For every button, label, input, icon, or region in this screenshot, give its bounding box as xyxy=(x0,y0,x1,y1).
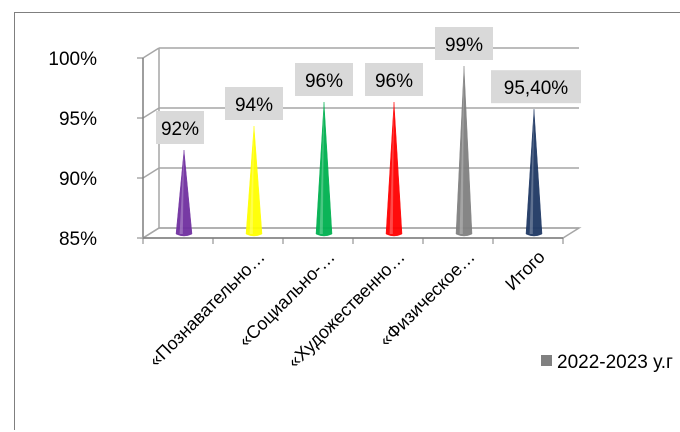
x-category-label: «Художественно… xyxy=(284,247,409,372)
y-tick-label: 85% xyxy=(59,229,97,250)
cone-highlight xyxy=(179,150,184,234)
data-label: 96% xyxy=(305,71,343,92)
cone-highlight xyxy=(529,109,534,234)
cone-highlight xyxy=(459,66,464,234)
legend-label: 2022-2023 у.г xyxy=(557,352,673,373)
data-label-box xyxy=(365,63,423,96)
gridline-depth xyxy=(142,167,160,179)
cone-bar xyxy=(175,149,193,237)
cone-highlight xyxy=(249,126,254,234)
y-tick-label: 90% xyxy=(59,169,97,190)
data-label-box xyxy=(295,63,353,96)
data-label: 96% xyxy=(375,71,413,92)
cone-bar xyxy=(525,109,543,237)
x-category-label: «Познавательно… xyxy=(145,247,269,371)
chart: 85% 90% 95% 100% 92% 94% 96% 96% 99% 95,40% «Позна… xyxy=(48,27,673,373)
legend-swatch xyxy=(541,355,552,366)
y-tick-label: 95% xyxy=(59,109,97,130)
data-label: 94% xyxy=(235,95,273,116)
cone-bar xyxy=(455,65,473,237)
gridline-depth xyxy=(142,47,160,59)
gridline-depth xyxy=(142,107,160,119)
cone-highlight xyxy=(389,102,394,234)
data-label: 92% xyxy=(161,119,199,140)
cone-highlight xyxy=(319,102,324,234)
data-label: 99% xyxy=(445,35,483,56)
data-label-box xyxy=(435,27,493,60)
chart-frame: 85% 90% 95% 100% 92% 94% 96% 96% 99% 95,40% «Позна… xyxy=(14,12,680,430)
y-tick-label: 100% xyxy=(48,49,97,70)
data-label-box xyxy=(156,111,204,144)
cone-bar xyxy=(385,101,403,237)
data-label: 95,40% xyxy=(504,78,569,99)
data-label-box xyxy=(225,87,283,120)
cone-bar xyxy=(315,101,333,237)
floor xyxy=(140,227,582,239)
data-label-box xyxy=(491,70,581,104)
x-category-label: Итого xyxy=(501,247,548,294)
cone-bar xyxy=(245,125,263,237)
